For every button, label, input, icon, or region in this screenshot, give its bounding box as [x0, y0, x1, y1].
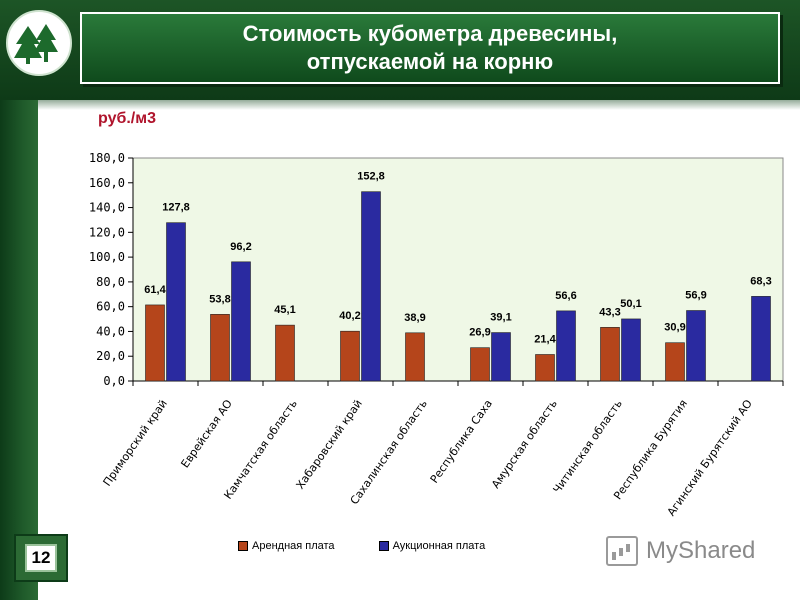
x-category-label: Амурская область: [489, 397, 560, 491]
presentation-icon: [606, 536, 638, 566]
page-badge: 12: [14, 534, 68, 582]
legend-item-auction: Аукционная плата: [378, 540, 486, 552]
bar-auction: [751, 296, 771, 382]
y-tick-label: 140,0: [89, 201, 125, 215]
x-category-label: Республика Бурятия: [611, 397, 690, 502]
y-tick-label: 120,0: [89, 225, 125, 239]
bar-auction: [166, 222, 186, 382]
y-tick-label: 100,0: [89, 250, 125, 264]
y-tick-label: 60,0: [96, 300, 125, 314]
y-tick-label: 180,0: [89, 151, 125, 165]
header-shade: [38, 100, 800, 110]
data-label-rent: 26,9: [469, 327, 490, 339]
watermark: MyShared: [606, 536, 755, 566]
data-label-rent: 21,4: [534, 333, 556, 345]
data-label-rent: 53,8: [209, 293, 230, 305]
data-label-rent: 43,3: [599, 306, 620, 318]
data-label-rent: 61,4: [144, 284, 166, 296]
data-label-auction: 39,1: [490, 312, 511, 324]
bar-auction: [686, 310, 706, 382]
x-category-label: Республика Саха: [428, 397, 495, 485]
bar-rent: [275, 324, 295, 382]
bar-auction: [361, 191, 381, 382]
plot-area: [132, 157, 784, 382]
data-label-auction: 56,6: [555, 290, 576, 302]
legend-item-rent: Арендная плата: [238, 540, 335, 552]
watermark-text: MyShared: [646, 537, 756, 564]
unit-label: руб./м3: [98, 110, 156, 127]
data-label-auction: 56,9: [685, 290, 706, 302]
data-label-rent: 45,1: [274, 304, 295, 316]
legend-label-auction: Аукционная плата: [392, 540, 486, 552]
chart-legend: Арендная плата Аукционная плата: [238, 540, 529, 552]
bar-rent: [600, 327, 620, 382]
title-line-2: отпускаемой на корню: [306, 49, 554, 74]
bar-rent: [665, 342, 685, 382]
legend-swatch-rent: [238, 541, 248, 551]
x-category-label: Камчатская область: [221, 397, 299, 501]
data-label-rent: 30,9: [664, 322, 685, 334]
bar-auction: [491, 332, 511, 382]
slide-title: Стоимость кубометра древесины, отпускаем…: [80, 12, 780, 84]
data-label-auction: 152,8: [357, 171, 385, 183]
y-tick-label: 80,0: [96, 275, 125, 289]
legend-swatch-auction: [378, 541, 389, 551]
y-tick-label: 160,0: [89, 176, 125, 190]
bar-rent: [145, 304, 165, 382]
bar-rent: [535, 354, 555, 382]
y-tick-label: 40,0: [96, 324, 125, 338]
bar-auction: [621, 318, 641, 382]
bar-rent: [470, 347, 490, 382]
legend-label-rent: Арендная плата: [252, 540, 335, 552]
data-label-rent: 40,2: [339, 310, 360, 322]
bar-rent: [405, 332, 425, 382]
x-category-label: Приморский край: [101, 397, 170, 488]
x-category-label: Сахалинская область: [348, 397, 430, 507]
y-tick-label: 20,0: [96, 349, 125, 363]
x-category-label: Еврейская АО: [178, 397, 235, 470]
bar-auction: [231, 261, 251, 382]
x-category-label: Читинская область: [551, 397, 625, 496]
data-label-auction: 127,8: [162, 202, 190, 214]
bar-rent: [340, 330, 360, 382]
bar-auction: [556, 310, 576, 382]
x-category-label: Хабаровский край: [294, 397, 365, 491]
tree-logo-icon: [6, 10, 72, 76]
page-number: 12: [25, 544, 57, 572]
title-line-1: Стоимость кубометра древесины,: [242, 21, 618, 46]
data-label-auction: 50,1: [620, 298, 641, 310]
data-label-rent: 38,9: [404, 312, 425, 324]
bar-rent: [210, 314, 230, 382]
left-decor-bar: [0, 0, 38, 600]
data-label-auction: 96,2: [230, 241, 251, 253]
y-tick-label: 0,0: [103, 374, 125, 388]
data-label-auction: 68,3: [750, 275, 771, 287]
